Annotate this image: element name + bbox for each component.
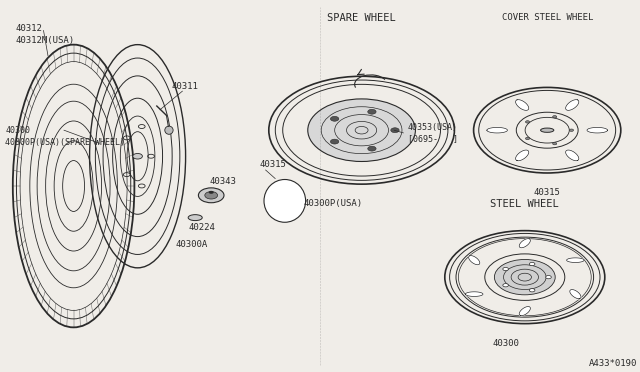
Ellipse shape (308, 99, 415, 161)
Polygon shape (570, 289, 581, 299)
Polygon shape (468, 256, 480, 265)
Circle shape (133, 153, 143, 159)
Text: COVER STEEL WHEEL: COVER STEEL WHEEL (502, 13, 593, 22)
Circle shape (209, 191, 214, 194)
Circle shape (503, 267, 508, 271)
Circle shape (391, 128, 399, 133)
Text: 40300: 40300 (492, 339, 519, 347)
Ellipse shape (188, 215, 202, 221)
Text: SPARE WHEEL: SPARE WHEEL (327, 13, 396, 23)
Polygon shape (519, 238, 531, 248)
Text: 40315: 40315 (534, 188, 561, 197)
Text: STEEL WHEEL: STEEL WHEEL (490, 199, 559, 209)
Text: 40312
40312M(USA): 40312 40312M(USA) (16, 24, 75, 45)
Polygon shape (566, 150, 579, 161)
Text: 40300A: 40300A (176, 240, 208, 249)
Ellipse shape (541, 128, 554, 132)
Text: 40343: 40343 (210, 177, 237, 186)
Circle shape (198, 188, 224, 203)
Circle shape (529, 262, 535, 266)
Text: 40300
40300P(USA)(SPARE WHEEL): 40300 40300P(USA)(SPARE WHEEL) (5, 126, 125, 147)
Text: 40315: 40315 (259, 160, 286, 169)
Polygon shape (519, 307, 531, 316)
Circle shape (503, 283, 508, 287)
Polygon shape (487, 128, 508, 133)
Polygon shape (566, 258, 584, 263)
Circle shape (529, 289, 535, 292)
Circle shape (525, 137, 530, 140)
Circle shape (330, 116, 339, 121)
Ellipse shape (264, 179, 306, 222)
Polygon shape (465, 292, 483, 296)
Polygon shape (516, 150, 529, 161)
Ellipse shape (494, 260, 555, 295)
Text: 40300P(USA): 40300P(USA) (303, 199, 362, 208)
Text: 40353(USA)
[0695-   ]: 40353(USA) [0695- ] (408, 123, 458, 143)
Circle shape (546, 276, 551, 279)
Ellipse shape (165, 126, 173, 134)
Circle shape (570, 129, 573, 131)
Circle shape (368, 146, 376, 151)
Text: 40311: 40311 (172, 82, 198, 91)
Circle shape (525, 121, 530, 123)
Circle shape (330, 139, 339, 144)
Text: A433*0190: A433*0190 (588, 359, 637, 368)
Circle shape (205, 192, 218, 199)
Text: 40224: 40224 (189, 223, 216, 232)
Polygon shape (566, 100, 579, 110)
Circle shape (368, 109, 376, 114)
Circle shape (553, 142, 557, 145)
Polygon shape (587, 128, 607, 133)
Circle shape (553, 116, 557, 118)
Polygon shape (516, 100, 529, 110)
